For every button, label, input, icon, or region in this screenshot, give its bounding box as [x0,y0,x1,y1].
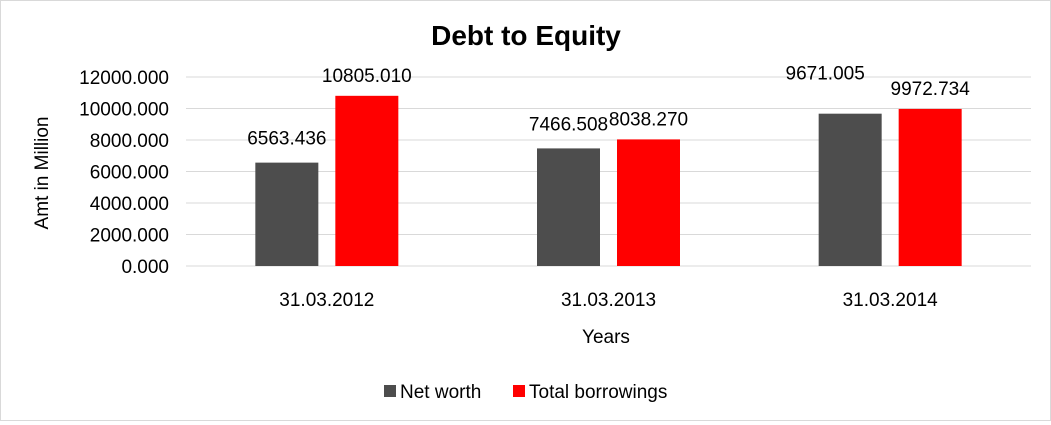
bar-total-borrowings [898,108,962,266]
y-tick-label: 8000.000 [90,131,169,152]
data-labels: 6563.436 10805.010 7466.508 8038.270 9671.00… [247,64,970,150]
data-label: 9671.005 [786,64,865,85]
bar-total-borrowings [617,139,680,266]
gridlines [186,76,1031,267]
bar-net-worth [255,162,319,266]
y-tick-label: 12000.000 [79,68,169,89]
y-tick-label: 6000.000 [90,163,169,184]
bars [255,95,962,266]
legend: Net worth Total borrowings [384,382,667,403]
y-tick-label: 10000.000 [79,100,169,121]
data-label: 7466.508 [529,114,608,135]
y-axis-ticks: 0.000 2000.000 4000.000 6000.000 8000.000 100… [79,68,169,278]
chart-title: Debt to Equity [431,20,621,51]
x-axis-categories: 31.03.2012 31.03.2013 31.03.2014 [279,290,938,311]
legend-label: Total borrowings [529,382,667,403]
legend-swatch [513,385,525,397]
bar-net-worth [818,113,882,266]
x-category-label: 31.03.2013 [561,290,656,311]
legend-swatch [384,385,396,397]
x-category-label: 31.03.2012 [279,290,374,311]
data-label: 10805.010 [322,66,412,87]
data-label: 8038.270 [609,109,688,130]
bar-net-worth [537,148,600,266]
y-tick-label: 4000.000 [90,194,169,215]
bar-total-borrowings [335,95,399,266]
data-label: 6563.436 [247,129,326,150]
legend-label: Net worth [400,382,481,403]
x-axis-label: Years [582,327,630,348]
y-tick-label: 2000.000 [90,226,169,247]
y-axis-label: Amt in Million [32,117,53,230]
y-tick-label: 0.000 [121,257,169,278]
x-category-label: 31.03.2014 [843,290,939,311]
data-label: 9972.734 [891,79,971,100]
